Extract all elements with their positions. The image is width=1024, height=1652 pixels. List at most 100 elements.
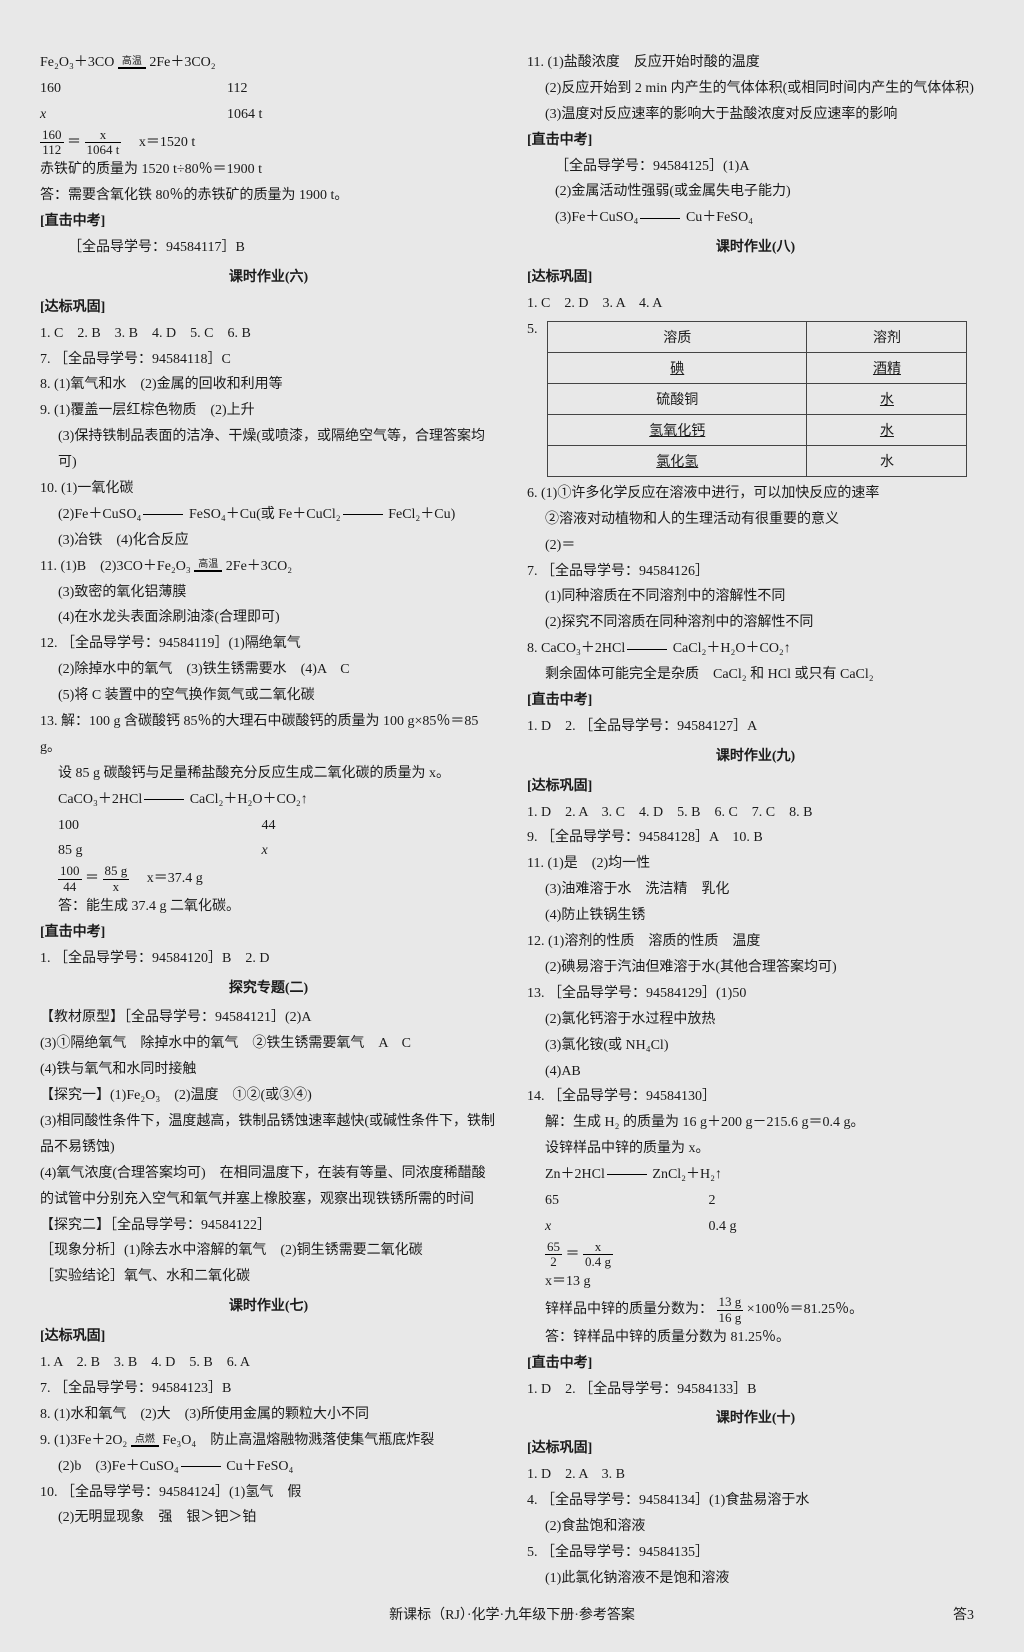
answer-line: (4)AB (527, 1059, 984, 1085)
answer-line: 8. CaCO₃＋2HCl CaCl₂＋H₂O＋CO₂↑ (527, 636, 984, 662)
answer-line: (2)金属活动性强弱(或金属失电子能力) (527, 179, 984, 205)
answer-line: 11. (1)B (2)3CO＋Fe₂O₃ 高温 2Fe＋3CO₂ (40, 554, 497, 580)
page-columns: Fe₂O₃＋3CO 高温 2Fe＋3CO₂ 160 112 x 1064 t 1… (40, 50, 984, 1592)
eq-left: Fe₂O₃＋3CO (40, 55, 114, 70)
table-row: 氢氧化钙 水 (548, 414, 967, 445)
answer-line: 8. (1)氧气和水 (2)金属的回收和利用等 (40, 372, 497, 398)
reaction-arrow: 高温 (194, 560, 222, 572)
answer-line: 13. 解：100 g 含碳酸钙 85％的大理石中碳酸钙的质量为 100 g×8… (40, 709, 497, 761)
answer-line: 1. ［全品导学号：94584120］B 2. D (40, 946, 497, 972)
fraction: 13 g 16 g (717, 1295, 744, 1325)
solute-solvent-table: 溶质 溶剂 碘 酒精 硫酸铜 水 氢氧化钙 水 氯化氢 水 (547, 321, 967, 477)
answer-line: 5. ［全品导学号：94584135］ (527, 1540, 984, 1566)
table-row: 硫酸铜 水 (548, 383, 967, 414)
answer-line: 1. A 2. B 3. B 4. D 5. B 6. A (40, 1350, 497, 1376)
answer-line: 12. ［全品导学号：94584119］(1)隔绝氧气 (40, 631, 497, 657)
answer-line: (3)①隔绝氧气 除掉水中的氧气 ②铁生锈需要氧气 A C (40, 1031, 497, 1057)
text-line: 答：需要含氧化铁 80％的赤铁矿的质量为 1900 t。 (40, 183, 497, 209)
answer-line: (4)在水龙头表面涂刷油漆(合理即可) (40, 605, 497, 631)
fraction-line: 65 2 ＝ x 0.4 g (527, 1240, 984, 1270)
fraction: 100 44 (58, 864, 82, 894)
stoich-row: 160 112 (40, 76, 497, 102)
table-cell: 水 (807, 414, 967, 445)
stoich-row: x 1064 t (40, 102, 497, 128)
fraction: 160 112 (40, 128, 64, 158)
table-cell: 氯化氢 (548, 445, 807, 476)
table-cell: 酒精 (807, 352, 967, 383)
answer-line: ［全品导学号：94584125］(1)A (527, 154, 984, 180)
answer-line: (3)温度对反应速率的影响大于盐酸浓度对反应速率的影响 (527, 102, 984, 128)
answer-line: 11. (1)盐酸浓度 反应开始时酸的温度 (527, 50, 984, 76)
answer-line: x＝13 g (527, 1269, 984, 1295)
topic-title: 探究专题(二) (40, 976, 497, 1002)
answer-line: 9. ［全品导学号：94584128］A 10. B (527, 825, 984, 851)
answer-line: (3)氯化铵(或 NH₄Cl) (527, 1033, 984, 1059)
stoich-row: 65 2 (527, 1188, 984, 1214)
table-row: 溶质 溶剂 (548, 321, 967, 352)
answer-line: 1. D 2. A 3. B (527, 1462, 984, 1488)
table-row: 氯化氢 水 (548, 445, 967, 476)
table-header: 溶质 (548, 321, 807, 352)
answer-line: (2)探究不同溶质在同种溶剂中的溶解性不同 (527, 610, 984, 636)
table-cell: 硫酸铜 (548, 383, 807, 414)
answer-line: (2)＝ (527, 533, 984, 559)
answer-line: (3)相同酸性条件下，温度越高，铁制品锈蚀速率越快(或碱性条件下，铁制品不易锈蚀… (40, 1109, 497, 1161)
answer-line: 【教材原型】［全品导学号：94584121］(2)A (40, 1005, 497, 1031)
answer-line: (3)冶铁 (4)化合反应 (40, 528, 497, 554)
answer-line: (3)致密的氧化铝薄膜 (40, 580, 497, 606)
answer-line: (2)碘易溶于汽油但难溶于水(其他合理答案均可) (527, 955, 984, 981)
answer-line: 7. ［全品导学号：94584118］C (40, 347, 497, 373)
table-cell: 氢氧化钙 (548, 414, 807, 445)
table-header: 溶剂 (807, 321, 967, 352)
page-number: 答3 (953, 1604, 974, 1624)
answer-line: 4. ［全品导学号：94584134］(1)食盐易溶于水 (527, 1488, 984, 1514)
section-header: [达标巩固] (40, 295, 497, 321)
fraction-line: 160 112 ＝ x 1064 t x＝1520 t (40, 128, 497, 158)
answer-line: (2)Fe＋CuSO₄ FeSO₄＋Cu(或 Fe＋CuCl₂ FeCl₂＋Cu… (40, 502, 497, 528)
answer-line: 设 85 g 碳酸钙与足量稀盐酸充分反应生成二氧化碳的质量为 x。 (40, 761, 497, 787)
answer-line: (3)油难溶于水 洗洁精 乳化 (527, 877, 984, 903)
table-cell: 碘 (548, 352, 807, 383)
fraction: 65 2 (545, 1240, 562, 1270)
text-line: ［全品导学号：94584117］B (40, 235, 497, 261)
fraction: 85 g x (103, 864, 130, 894)
section-header: [直击中考] (527, 688, 984, 714)
left-column: Fe₂O₃＋3CO 高温 2Fe＋3CO₂ 160 112 x 1064 t 1… (40, 50, 497, 1592)
section-header: [达标巩固] (527, 774, 984, 800)
lesson-title: 课时作业(六) (40, 265, 497, 291)
page-footer: 新课标（RJ）·化学·九年级下册·参考答案 答3 (0, 1604, 1024, 1624)
table-row: 碘 酒精 (548, 352, 967, 383)
section-header: [达标巩固] (527, 1436, 984, 1462)
answer-line: 6. (1)①许多化学反应在溶液中进行，可以加快反应的速率 (527, 481, 984, 507)
answer-line: 9. (1)3Fe＋2O₂ 点燃 Fe₃O₄ 防止高温熔融物溅落使集气瓶底炸裂 (40, 1428, 497, 1454)
answer-line: 5. (527, 317, 538, 343)
answer-line: 1. C 2. B 3. B 4. D 5. C 6. B (40, 321, 497, 347)
answer-line: (5)将 C 装置中的空气换作氮气或二氧化碳 (40, 683, 497, 709)
answer-line: 12. (1)溶剂的性质 溶质的性质 温度 (527, 929, 984, 955)
answer-line: 设锌样品中锌的质量为 x。 (527, 1136, 984, 1162)
answer-line: (3)Fe＋CuSO₄ Cu＋FeSO₄ (527, 205, 984, 231)
answer-line: 【探究一】(1)Fe₂O₃ (2)温度 ①②(或③④) (40, 1083, 497, 1109)
answer-line: 1. D 2. ［全品导学号：94584133］B (527, 1377, 984, 1403)
answer-line: ②溶液对动植物和人的生理活动有很重要的意义 (527, 507, 984, 533)
lesson-title: 课时作业(十) (527, 1406, 984, 1432)
answer-line: 14. ［全品导学号：94584130］ (527, 1084, 984, 1110)
answer-line: 剩余固体可能完全是杂质 CaCl₂ 和 HCl 或只有 CaCl₂ (527, 662, 984, 688)
answer-line: (4)铁与氧气和水同时接触 (40, 1057, 497, 1083)
equation-line: CaCO₃＋2HCl CaCl₂＋H₂O＋CO₂↑ (40, 787, 497, 813)
answer-line: 1. D 2. ［全品导学号：94584127］A (527, 714, 984, 740)
answer-line: 解：生成 H₂ 的质量为 16 g＋200 g－215.6 g＝0.4 g。 (527, 1110, 984, 1136)
answer-line: (2)b (3)Fe＋CuSO₄ Cu＋FeSO₄ (40, 1454, 497, 1480)
answer-line: (2)氯化钙溶于水过程中放热 (527, 1007, 984, 1033)
text-line: 赤铁矿的质量为 1520 t÷80％＝1900 t (40, 157, 497, 183)
answer-line: 答：能生成 37.4 g 二氧化碳。 (40, 894, 497, 920)
answer-line: 10. ［全品导学号：94584124］(1)氢气 假 (40, 1480, 497, 1506)
answer-line: (1)同种溶质在不同溶剂中的溶解性不同 (527, 584, 984, 610)
lesson-title: 课时作业(八) (527, 235, 984, 261)
table-cell: 水 (807, 445, 967, 476)
table-cell: 水 (807, 383, 967, 414)
fraction: x 0.4 g (583, 1240, 613, 1270)
equation-line: Zn＋2HCl ZnCl₂＋H₂↑ (527, 1162, 984, 1188)
stoich-row: x 0.4 g (527, 1214, 984, 1240)
fraction-line: 100 44 ＝ 85 g x x＝37.4 g (40, 864, 497, 894)
